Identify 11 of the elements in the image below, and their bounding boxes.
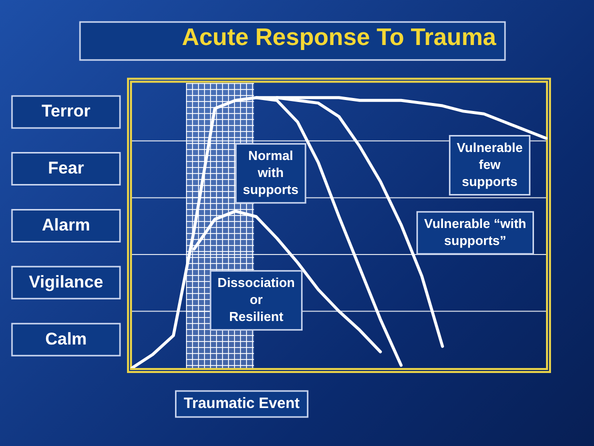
annotation: Vulnerable few supports: [456, 140, 523, 189]
text: Traumatic Event: [184, 395, 300, 412]
text: Fear: [48, 158, 84, 178]
text: Alarm: [42, 215, 90, 234]
text: Calm: [45, 329, 87, 348]
text: Terror: [42, 102, 91, 121]
annotation: Dissociation or Resilient: [218, 274, 295, 324]
chart-title: Acute Response To Trauma: [182, 24, 497, 52]
annotation: Vulnerable “with supports”: [424, 216, 526, 248]
text: Vigilance: [28, 272, 104, 292]
annotation: Normal with supports: [242, 148, 299, 197]
